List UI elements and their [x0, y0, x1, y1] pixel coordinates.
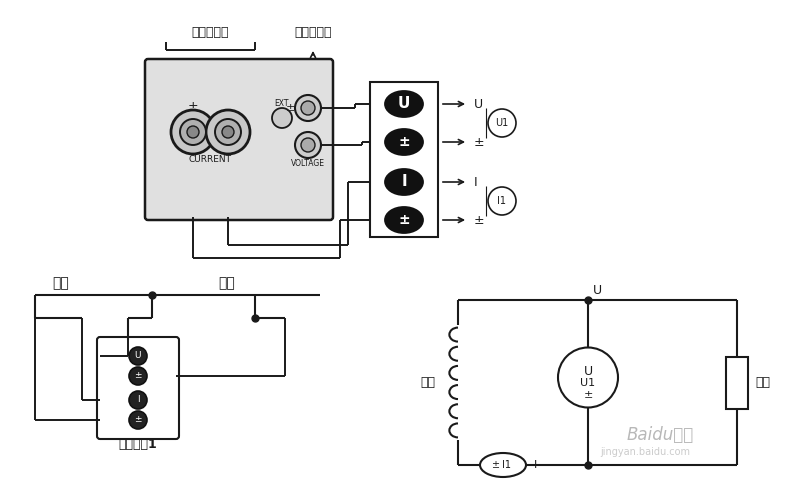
Text: VOLTAGE: VOLTAGE [291, 158, 325, 168]
Text: 负载: 负载 [755, 376, 770, 389]
Ellipse shape [385, 91, 423, 117]
Circle shape [301, 101, 315, 115]
Text: CURRENT: CURRENT [189, 156, 232, 165]
Circle shape [295, 132, 321, 158]
Text: ±: ± [134, 415, 142, 425]
Text: ±: ± [583, 390, 593, 400]
Circle shape [488, 187, 516, 215]
Text: U: U [583, 365, 593, 378]
Circle shape [295, 95, 321, 121]
FancyBboxPatch shape [145, 59, 333, 220]
Text: U: U [398, 97, 411, 112]
Text: I: I [136, 396, 139, 404]
Ellipse shape [480, 453, 526, 477]
FancyBboxPatch shape [97, 337, 179, 439]
Text: jingyan.baidu.com: jingyan.baidu.com [600, 447, 690, 457]
Text: ±: ± [285, 103, 295, 113]
Circle shape [171, 110, 215, 154]
Circle shape [129, 391, 147, 409]
Ellipse shape [385, 207, 423, 233]
Circle shape [129, 367, 147, 385]
Text: I: I [474, 175, 478, 188]
Circle shape [222, 126, 234, 138]
Circle shape [180, 119, 206, 145]
Ellipse shape [385, 129, 423, 155]
Text: 电源: 电源 [421, 376, 436, 389]
Text: ±: ± [474, 213, 485, 227]
Circle shape [206, 110, 250, 154]
Text: I1: I1 [497, 196, 507, 206]
Text: 电压输入端: 电压输入端 [294, 26, 332, 39]
Bar [370, 82, 438, 237]
Circle shape [301, 138, 315, 152]
Text: ±: ± [398, 213, 410, 227]
Text: Baidu经验: Baidu经验 [626, 426, 693, 444]
Text: I: I [401, 174, 407, 189]
Text: I1: I1 [503, 460, 511, 470]
Circle shape [558, 347, 618, 408]
Text: ±: ± [134, 371, 142, 381]
Circle shape [488, 109, 516, 137]
Text: 电流输入端: 电流输入端 [191, 26, 229, 39]
Text: ±: ± [398, 135, 410, 149]
Text: ±: ± [188, 100, 199, 114]
Text: U: U [593, 284, 602, 297]
Circle shape [129, 411, 147, 429]
Text: U: U [474, 98, 483, 111]
Circle shape [272, 108, 292, 128]
Text: U1: U1 [496, 118, 508, 128]
Circle shape [187, 126, 199, 138]
Circle shape [215, 119, 241, 145]
Text: 电源: 电源 [52, 276, 69, 290]
Bar [726, 356, 748, 409]
Text: 负载: 负载 [218, 276, 235, 290]
Text: ±: ± [474, 136, 485, 148]
Text: U1: U1 [581, 379, 596, 388]
Text: ±: ± [491, 460, 499, 470]
Text: 输入端子1: 输入端子1 [119, 439, 158, 452]
Text: U: U [135, 352, 141, 360]
Circle shape [129, 347, 147, 365]
Text: I: I [534, 460, 537, 470]
Ellipse shape [385, 169, 423, 195]
Text: EXT: EXT [275, 99, 289, 109]
